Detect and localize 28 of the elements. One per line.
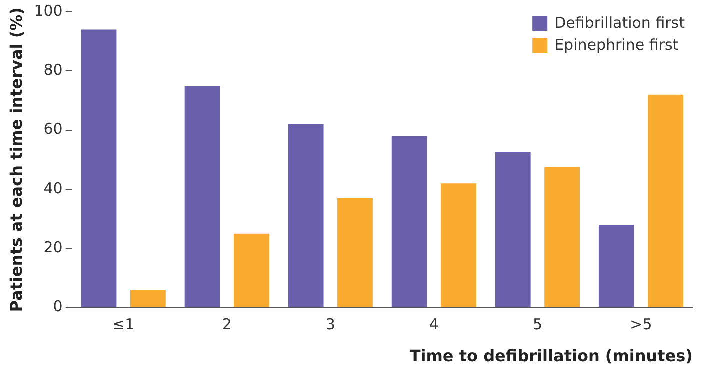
legend-label: Epinephrine first [554, 36, 679, 54]
x-tick-label: 5 [532, 316, 542, 334]
x-tick-label: >5 [630, 316, 652, 334]
bar [495, 152, 531, 308]
x-axis-title: Time to defibrillation (minutes) [410, 346, 693, 366]
x-tick-label: ≤1 [112, 316, 135, 334]
y-axis-title: Patients at each time interval (%) [6, 8, 26, 312]
bar [288, 124, 324, 308]
bar [441, 184, 476, 308]
bar [598, 224, 634, 308]
bar [130, 290, 166, 308]
bar [648, 94, 684, 308]
y-tick-label: 100 [34, 2, 63, 20]
y-tick-label: 80 [44, 61, 63, 80]
bar [81, 30, 117, 308]
y-tick-label: 0 [53, 298, 63, 316]
x-tick-label: 2 [222, 316, 232, 334]
bar [338, 198, 373, 308]
x-tick-label: 3 [326, 316, 336, 334]
y-tick-label: 20 [44, 238, 63, 257]
x-tick-label: 4 [429, 316, 439, 334]
bar [392, 136, 428, 308]
y-tick-label: 60 [44, 120, 63, 138]
y-tick-label: 40 [44, 179, 63, 198]
legend-label: Defibrillation first [554, 14, 686, 32]
bar [544, 167, 580, 308]
bar [184, 86, 220, 308]
bar [234, 234, 270, 308]
